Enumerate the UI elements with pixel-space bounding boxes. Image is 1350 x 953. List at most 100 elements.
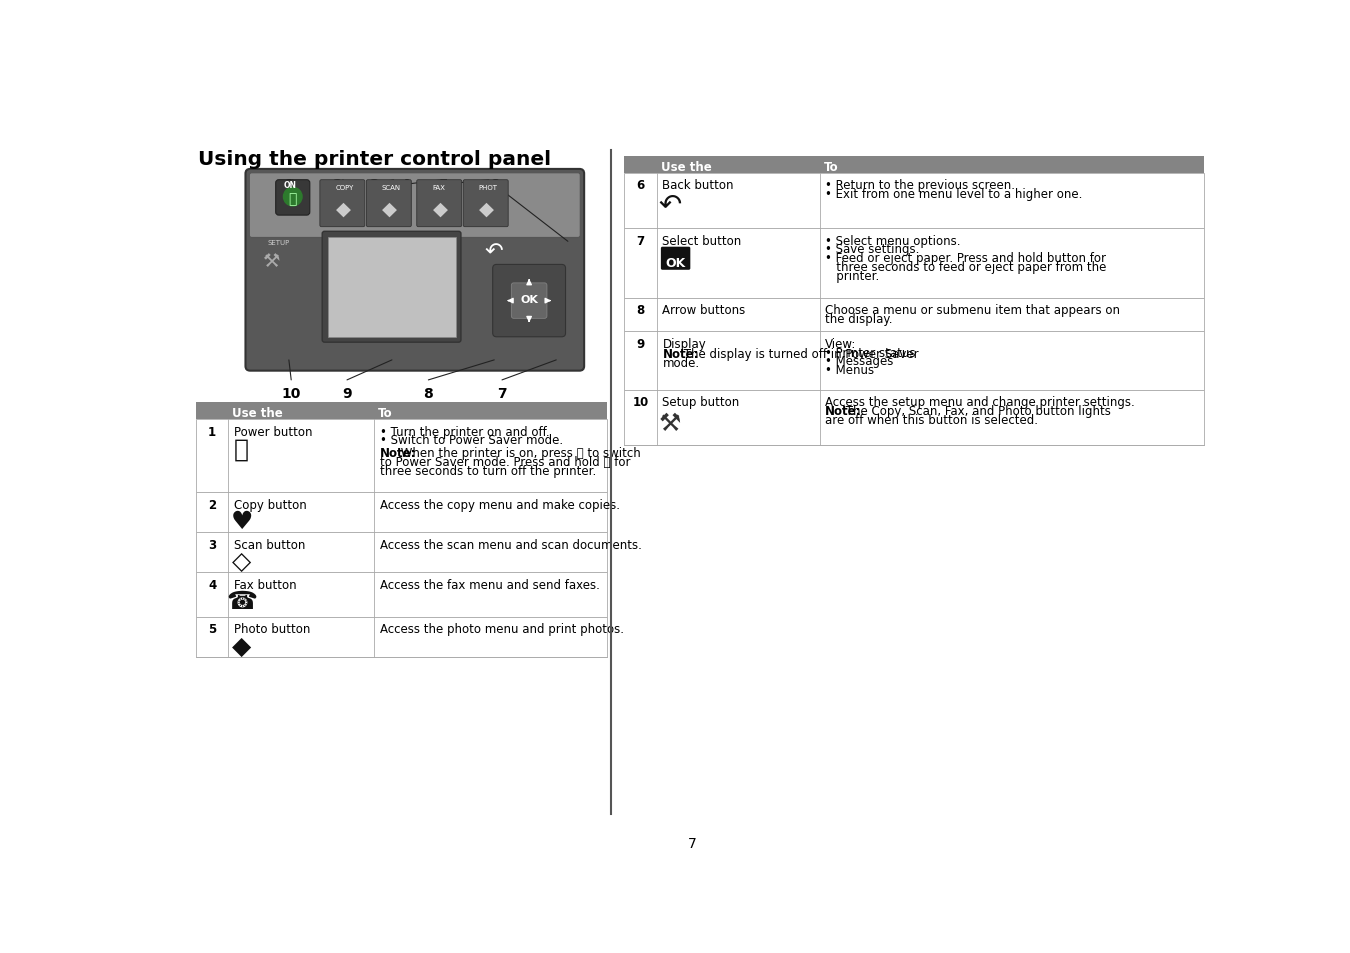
Text: three seconds to turn off the printer.: three seconds to turn off the printer.	[379, 464, 595, 477]
Text: 6: 6	[637, 179, 645, 192]
Text: Scan button: Scan button	[234, 538, 305, 551]
Text: Using the printer control panel: Using the printer control panel	[198, 150, 551, 169]
FancyBboxPatch shape	[250, 173, 580, 238]
Text: Choose a menu or submenu item that appears on: Choose a menu or submenu item that appea…	[825, 304, 1120, 316]
Text: Access the fax menu and send faxes.: Access the fax menu and send faxes.	[379, 578, 599, 591]
Circle shape	[284, 188, 302, 207]
Text: Note:: Note:	[825, 405, 861, 417]
Text: Use the: Use the	[662, 160, 711, 173]
Text: 8: 8	[637, 304, 645, 316]
Text: ◆: ◆	[479, 199, 494, 218]
Text: FAX: FAX	[432, 185, 446, 192]
FancyBboxPatch shape	[417, 180, 462, 228]
Text: to Power Saver mode. Press and hold ⏻ for: to Power Saver mode. Press and hold ⏻ fo…	[379, 456, 630, 468]
Text: 9: 9	[342, 387, 352, 400]
Text: ⚒: ⚒	[263, 252, 281, 271]
Text: 10: 10	[633, 395, 649, 409]
Text: To: To	[824, 160, 838, 173]
Text: ON: ON	[284, 180, 297, 190]
FancyBboxPatch shape	[246, 170, 585, 372]
Bar	[625, 229, 1204, 298]
Text: 2: 2	[208, 498, 216, 511]
FancyBboxPatch shape	[323, 232, 460, 343]
FancyBboxPatch shape	[463, 180, 508, 228]
Text: 7: 7	[637, 234, 645, 248]
Text: SCAN: SCAN	[382, 185, 401, 192]
Text: Arrow buttons: Arrow buttons	[663, 304, 745, 316]
Text: COPY: COPY	[335, 185, 354, 192]
Text: ⚒: ⚒	[659, 412, 682, 436]
Bar	[328, 237, 455, 337]
Text: • Save settings.: • Save settings.	[825, 243, 919, 256]
FancyBboxPatch shape	[662, 248, 690, 271]
Text: mode.: mode.	[663, 356, 699, 369]
Text: Access the photo menu and print photos.: Access the photo menu and print photos.	[379, 623, 624, 636]
Text: ◆: ◆	[336, 199, 351, 218]
Text: 3: 3	[370, 177, 379, 192]
Text: • Printer status: • Printer status	[825, 346, 915, 359]
Text: Select button: Select button	[663, 234, 741, 248]
Text: 5: 5	[208, 623, 216, 636]
Text: 7: 7	[497, 387, 506, 400]
Text: • Return to the previous screen.: • Return to the previous screen.	[825, 179, 1015, 192]
Text: 4: 4	[400, 177, 410, 192]
Text: ⏻: ⏻	[234, 436, 250, 460]
Bar	[625, 332, 1204, 391]
Text: • Turn the printer on and off.: • Turn the printer on and off.	[379, 425, 549, 438]
Text: The display is turned off in Power Saver: The display is turned off in Power Saver	[679, 348, 918, 360]
Text: When the printer is on, press ⏻ to switch: When the printer is on, press ⏻ to switc…	[397, 446, 640, 459]
Text: Fax button: Fax button	[234, 578, 297, 591]
Text: • Exit from one menu level to a higher one.: • Exit from one menu level to a higher o…	[825, 188, 1083, 201]
Text: ♥: ♥	[231, 510, 252, 534]
Text: • Feed or eject paper. Press and hold button for: • Feed or eject paper. Press and hold bu…	[825, 252, 1106, 265]
Text: PHOT: PHOT	[479, 185, 498, 192]
Bar	[625, 173, 1204, 229]
Text: ◆: ◆	[382, 199, 397, 218]
FancyBboxPatch shape	[366, 180, 412, 228]
Text: 4: 4	[208, 578, 216, 591]
Text: ↶: ↶	[485, 242, 504, 262]
Text: the display.: the display.	[825, 313, 892, 325]
Text: are off when this button is selected.: are off when this button is selected.	[825, 414, 1038, 427]
Text: 7: 7	[687, 836, 697, 850]
Text: 6: 6	[490, 177, 500, 192]
Bar	[625, 298, 1204, 332]
Text: View:: View:	[825, 337, 856, 351]
Text: ◆: ◆	[232, 635, 251, 659]
Bar	[196, 419, 606, 493]
Bar	[625, 391, 1204, 446]
Text: ↶: ↶	[659, 191, 682, 218]
Text: 10: 10	[282, 387, 301, 400]
Text: Use the: Use the	[232, 407, 284, 419]
Text: ☎: ☎	[225, 590, 256, 614]
Text: ◆: ◆	[432, 199, 447, 218]
Text: The Copy, Scan, Fax, and Photo button lights: The Copy, Scan, Fax, and Photo button li…	[842, 405, 1111, 417]
Text: ◇: ◇	[232, 550, 251, 574]
Text: Access the scan menu and scan documents.: Access the scan menu and scan documents.	[379, 538, 641, 551]
Bar	[625, 156, 1204, 173]
Bar	[196, 493, 606, 533]
Text: printer.: printer.	[825, 270, 879, 283]
Text: Back button: Back button	[663, 179, 734, 192]
FancyBboxPatch shape	[320, 180, 364, 228]
Text: Setup button: Setup button	[663, 395, 740, 409]
Text: Display: Display	[663, 337, 706, 351]
Text: 2: 2	[333, 177, 343, 192]
Text: Note:: Note:	[379, 446, 416, 459]
Text: 1: 1	[284, 177, 294, 192]
Bar	[196, 573, 606, 618]
Text: Power button: Power button	[234, 425, 312, 438]
Text: three seconds to feed or eject paper from the: three seconds to feed or eject paper fro…	[825, 261, 1107, 274]
FancyBboxPatch shape	[512, 284, 547, 319]
Text: OK: OK	[666, 256, 686, 270]
Text: • Switch to Power Saver mode.: • Switch to Power Saver mode.	[379, 434, 563, 447]
Text: • Menus: • Menus	[825, 364, 875, 377]
Text: 1: 1	[208, 425, 216, 438]
Text: Access the setup menu and change printer settings.: Access the setup menu and change printer…	[825, 395, 1135, 409]
Text: ⏻: ⏻	[289, 193, 297, 206]
Text: To: To	[378, 407, 393, 419]
Text: 5: 5	[439, 177, 448, 192]
FancyBboxPatch shape	[493, 265, 566, 337]
Text: 8: 8	[424, 387, 433, 400]
Text: Copy button: Copy button	[234, 498, 306, 511]
